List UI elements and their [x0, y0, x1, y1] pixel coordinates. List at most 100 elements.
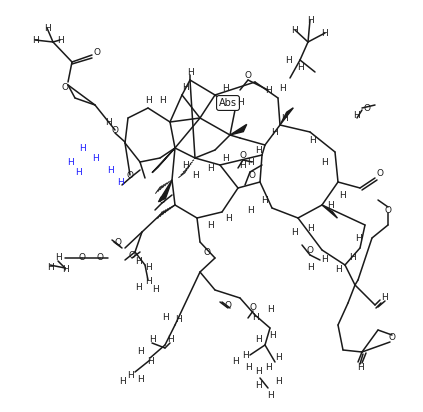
Text: H: H — [339, 190, 345, 199]
Text: H: H — [291, 227, 298, 236]
Text: O: O — [307, 246, 313, 255]
Text: H: H — [247, 157, 253, 166]
Text: H: H — [291, 26, 298, 35]
Text: H: H — [206, 164, 213, 173]
Text: H: H — [181, 82, 188, 91]
Text: H: H — [255, 335, 261, 344]
Text: H: H — [148, 335, 155, 344]
Text: H: H — [118, 377, 125, 386]
Text: H: H — [307, 223, 313, 232]
Text: H: H — [349, 253, 355, 262]
Text: O: O — [388, 333, 396, 342]
Text: O: O — [376, 169, 384, 178]
Text: H: H — [269, 330, 275, 339]
Text: H: H — [265, 363, 272, 372]
Text: O: O — [225, 300, 231, 309]
Text: H: H — [275, 377, 281, 386]
Text: H: H — [192, 171, 198, 180]
Text: H: H — [206, 220, 213, 229]
Text: H: H — [145, 278, 151, 286]
Text: H: H — [175, 316, 181, 325]
Text: O: O — [385, 206, 392, 215]
Text: H: H — [117, 178, 124, 187]
Text: H: H — [335, 265, 341, 274]
Text: H: H — [307, 16, 313, 24]
Text: H: H — [261, 196, 268, 204]
Text: H: H — [309, 136, 316, 145]
Text: O: O — [203, 248, 211, 257]
Text: H: H — [282, 113, 288, 122]
Text: O: O — [250, 304, 256, 312]
Text: H: H — [62, 265, 69, 274]
Text: O: O — [96, 253, 104, 262]
Text: H: H — [275, 353, 281, 363]
Text: H: H — [265, 86, 272, 94]
Text: O: O — [93, 47, 101, 56]
Text: H: H — [239, 161, 245, 169]
Text: H: H — [32, 35, 38, 44]
Text: H: H — [255, 368, 261, 377]
Text: H: H — [357, 363, 363, 372]
Text: H: H — [145, 96, 151, 105]
Text: H: H — [135, 258, 141, 267]
Text: O: O — [244, 70, 252, 80]
Text: H: H — [252, 314, 258, 323]
Text: H: H — [126, 370, 133, 379]
Text: H: H — [137, 347, 143, 356]
Text: O: O — [159, 196, 165, 204]
Text: H: H — [354, 234, 361, 243]
Text: H: H — [382, 293, 388, 302]
Text: H: H — [321, 28, 328, 37]
Text: H: H — [244, 363, 251, 372]
Text: H: H — [135, 283, 141, 293]
Text: O: O — [248, 171, 255, 180]
Text: O: O — [363, 103, 371, 112]
Text: H: H — [167, 335, 173, 344]
Text: H: H — [297, 63, 303, 72]
Text: O: O — [115, 237, 121, 246]
Text: Abs: Abs — [219, 98, 237, 108]
Polygon shape — [152, 148, 175, 173]
Text: H: H — [321, 255, 328, 265]
Text: H: H — [74, 168, 81, 176]
Polygon shape — [230, 124, 247, 135]
Text: H: H — [279, 84, 286, 93]
Text: H: H — [354, 110, 360, 119]
Text: H: H — [151, 286, 158, 295]
Text: H: H — [57, 35, 63, 44]
Text: O: O — [61, 82, 69, 91]
Polygon shape — [322, 205, 338, 218]
Text: H: H — [321, 157, 328, 166]
Text: O: O — [112, 126, 118, 134]
Text: H: H — [327, 201, 333, 209]
Text: H: H — [92, 154, 99, 162]
Text: H: H — [242, 351, 248, 360]
Text: H: H — [159, 96, 165, 105]
Text: O: O — [129, 250, 135, 260]
Text: H: H — [47, 264, 53, 272]
Text: H: H — [107, 166, 113, 175]
Text: H: H — [247, 206, 253, 215]
Text: H: H — [222, 154, 228, 162]
Text: H: H — [44, 23, 50, 33]
Polygon shape — [280, 108, 293, 125]
Text: O: O — [126, 171, 134, 180]
Text: H: H — [181, 161, 188, 169]
Text: H: H — [147, 358, 154, 367]
Text: H: H — [104, 117, 111, 126]
Text: H: H — [232, 358, 239, 367]
Text: H: H — [67, 157, 73, 166]
Text: H: H — [79, 143, 85, 152]
Text: H: H — [255, 381, 261, 389]
Text: H: H — [137, 375, 143, 384]
Text: H: H — [236, 98, 243, 106]
Text: H: H — [307, 264, 313, 272]
Text: H: H — [55, 253, 61, 262]
Text: O: O — [239, 150, 247, 159]
Text: H: H — [255, 145, 261, 154]
Text: H: H — [222, 84, 228, 93]
Text: H: H — [225, 213, 231, 222]
Polygon shape — [159, 180, 172, 202]
Text: H: H — [266, 306, 273, 314]
Text: H: H — [285, 56, 291, 65]
